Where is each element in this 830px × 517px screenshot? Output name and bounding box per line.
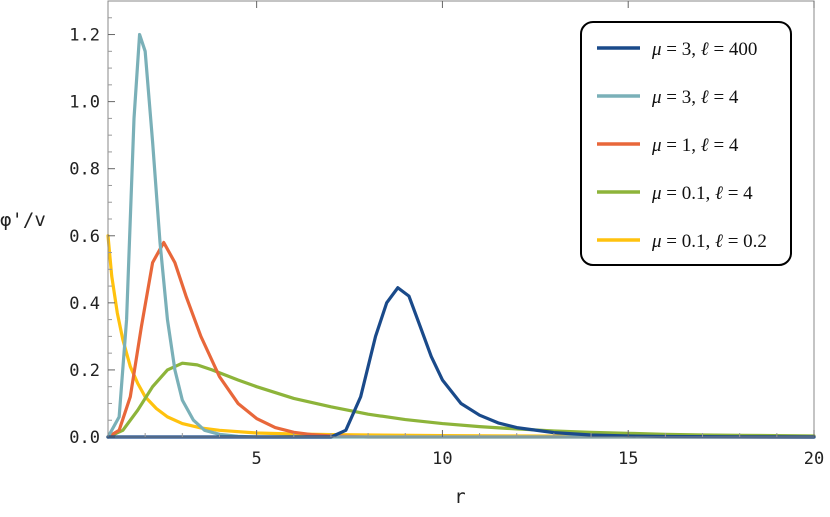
x-tick-label: 10 [432,449,452,469]
legend-box [580,21,792,266]
legend-entry-0: μ = 3, ℓ = 400 [651,39,757,60]
legend-entry-1: μ = 3, ℓ = 4 [651,87,739,108]
y-tick-label: 0.0 [69,428,100,448]
y-tick-label: 0.4 [69,294,100,314]
legend-entry-3: μ = 0.1, ℓ = 4 [651,183,753,204]
x-tick-label: 15 [618,449,638,469]
x-tick-label: 20 [804,449,824,469]
legend-entry-4: μ = 0.1, ℓ = 0.2 [651,231,767,252]
y-tick-label: 0.2 [69,361,100,381]
ticks-layer: 5 10 15 20 0.0 0.2 0.4 0.6 0.8 1.0 1.2 [69,1,824,469]
legend-entry-2: μ = 1, ℓ = 4 [651,135,739,156]
y-tick-label: 1.2 [69,26,100,46]
y-tick-label: 0.6 [69,227,100,247]
x-axis-label: r [454,486,465,508]
series-line-3 [106,361,816,439]
x-tick-label: 5 [252,449,262,469]
series-line-1 [106,32,816,439]
y-tick-label: 1.0 [69,93,100,113]
series-line-2 [106,240,816,439]
y-axis-label: φ'/v [0,209,46,231]
series-line-0 [106,286,816,439]
curves-layer [106,32,816,439]
y-tick-label: 0.8 [69,160,100,180]
legend: μ = 3, ℓ = 400 μ = 3, ℓ = 4 μ = 1, ℓ = 4 μ … [580,21,792,266]
